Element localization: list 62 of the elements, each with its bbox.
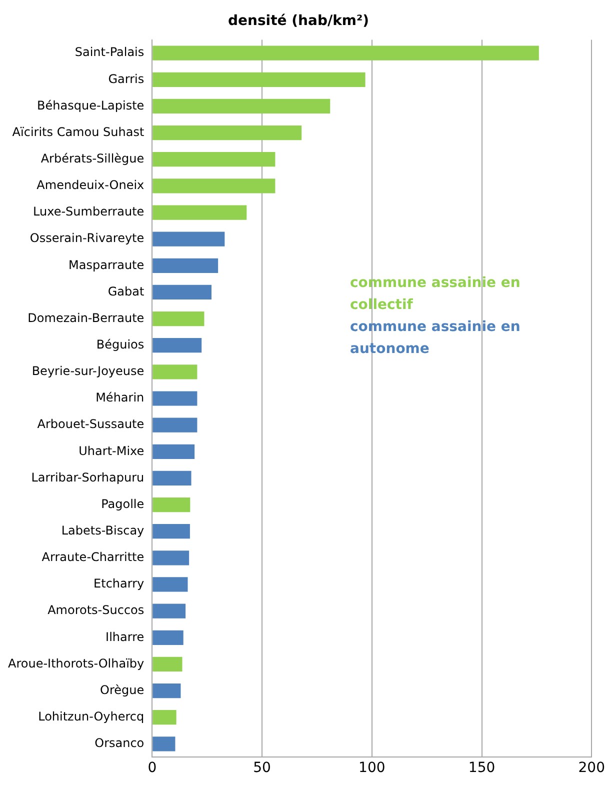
y-tick-label: Gabat — [108, 284, 144, 298]
bar — [152, 232, 225, 246]
y-tick-label: Domezain-Berraute — [28, 310, 144, 325]
bar — [152, 550, 190, 566]
y-tick-label: Aïcirits Camou Suhast — [12, 124, 144, 139]
y-tick-label: Arraute-Charritte — [42, 550, 144, 564]
bar — [152, 656, 182, 672]
bar — [152, 98, 330, 114]
x-tick-label: 200 — [578, 760, 606, 776]
text: commune assainie en collectif — [350, 274, 522, 315]
y-tick-label: Uhart-Mixe — [78, 444, 144, 458]
bar — [152, 178, 276, 194]
bar — [152, 46, 539, 60]
chart-title: densité (hab/km²) — [228, 13, 370, 30]
bar — [152, 497, 190, 512]
y-tick-label: Arbouet-Sussaute — [37, 417, 144, 432]
y-tick-label: Osserain-Rivareyte — [30, 231, 144, 246]
y-tick-label: Arbérats-Sillègue — [40, 151, 144, 166]
bar — [152, 311, 204, 326]
bar — [152, 205, 247, 220]
x-tick-label: 0 — [148, 760, 157, 776]
y-tick-label: Beyrie-sur-Joyeuse — [32, 364, 144, 378]
bar — [152, 364, 198, 380]
bar — [152, 125, 302, 140]
bar — [152, 338, 202, 353]
text: commune assainie en autonome — [350, 318, 522, 359]
y-tick-label: Ilharre — [106, 630, 144, 644]
y-tick-label: Masparraute — [68, 258, 144, 272]
bar — [152, 710, 176, 725]
y-tick-label: Luxe-Sumberraute — [33, 204, 144, 219]
y-tick-label: Béhasque-Lapiste — [37, 98, 144, 112]
bar — [152, 391, 198, 406]
x-tick-label: 50 — [253, 760, 271, 776]
y-tick-label: Amorots-Succos — [48, 603, 144, 618]
x-tick-label: 150 — [468, 760, 496, 776]
bar — [152, 604, 186, 618]
y-tick-label: Garris — [108, 72, 144, 86]
y-tick-label: Pagolle — [101, 496, 144, 511]
bar — [152, 284, 212, 300]
bar — [152, 736, 176, 752]
y-tick-label: Orègue — [100, 682, 144, 697]
y-tick-label: Amendeuix-Oneix — [36, 178, 144, 192]
y-tick-label: Lohitzun-Oyhercq — [38, 709, 144, 724]
y-tick-label: Béguios — [96, 337, 144, 352]
x-tick-label: 100 — [358, 760, 386, 776]
bar — [152, 418, 198, 432]
bar — [152, 683, 181, 698]
y-tick-label: Etcharry — [94, 576, 144, 591]
y-tick-label: Orsanco — [94, 736, 144, 750]
bar — [152, 470, 192, 486]
bar — [152, 524, 190, 539]
bar — [152, 72, 366, 87]
y-tick-label: Aroue-Ithorots-Olhaïby — [8, 656, 144, 670]
y-tick-label: Méharin — [96, 390, 144, 405]
bar — [152, 577, 188, 592]
y-tick-label: Larribar-Sorhapuru — [31, 470, 144, 484]
bar — [152, 630, 184, 645]
y-tick-label: Labets-Biscay — [61, 523, 144, 538]
y-tick-label: Saint-Palais — [74, 45, 144, 60]
bar — [152, 152, 276, 167]
bar — [152, 258, 218, 273]
bar — [152, 444, 195, 459]
